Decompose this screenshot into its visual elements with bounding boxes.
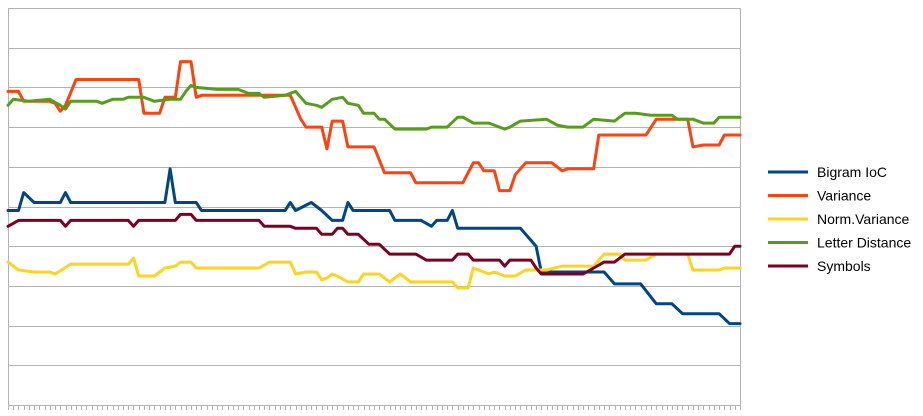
series-line-bigram-ioc [6, 167, 742, 326]
series-line-variance [6, 60, 742, 193]
series-lines [6, 60, 742, 326]
series-line-symbols [6, 212, 742, 276]
series-line-norm-variance [6, 252, 742, 290]
legend-label: Norm.Variance [817, 211, 910, 227]
legend-label: Bigram IoC [817, 164, 887, 180]
series-line-letter-distance [6, 83, 742, 131]
legend: Bigram IoC Variance Norm.Variance Letter Di… [768, 164, 911, 274]
legend-label: Symbols [817, 258, 871, 274]
legend-label: Letter Distance [817, 235, 911, 251]
x-axis [8, 405, 741, 410]
legend-label: Variance [817, 188, 871, 204]
gridlines [8, 8, 741, 406]
